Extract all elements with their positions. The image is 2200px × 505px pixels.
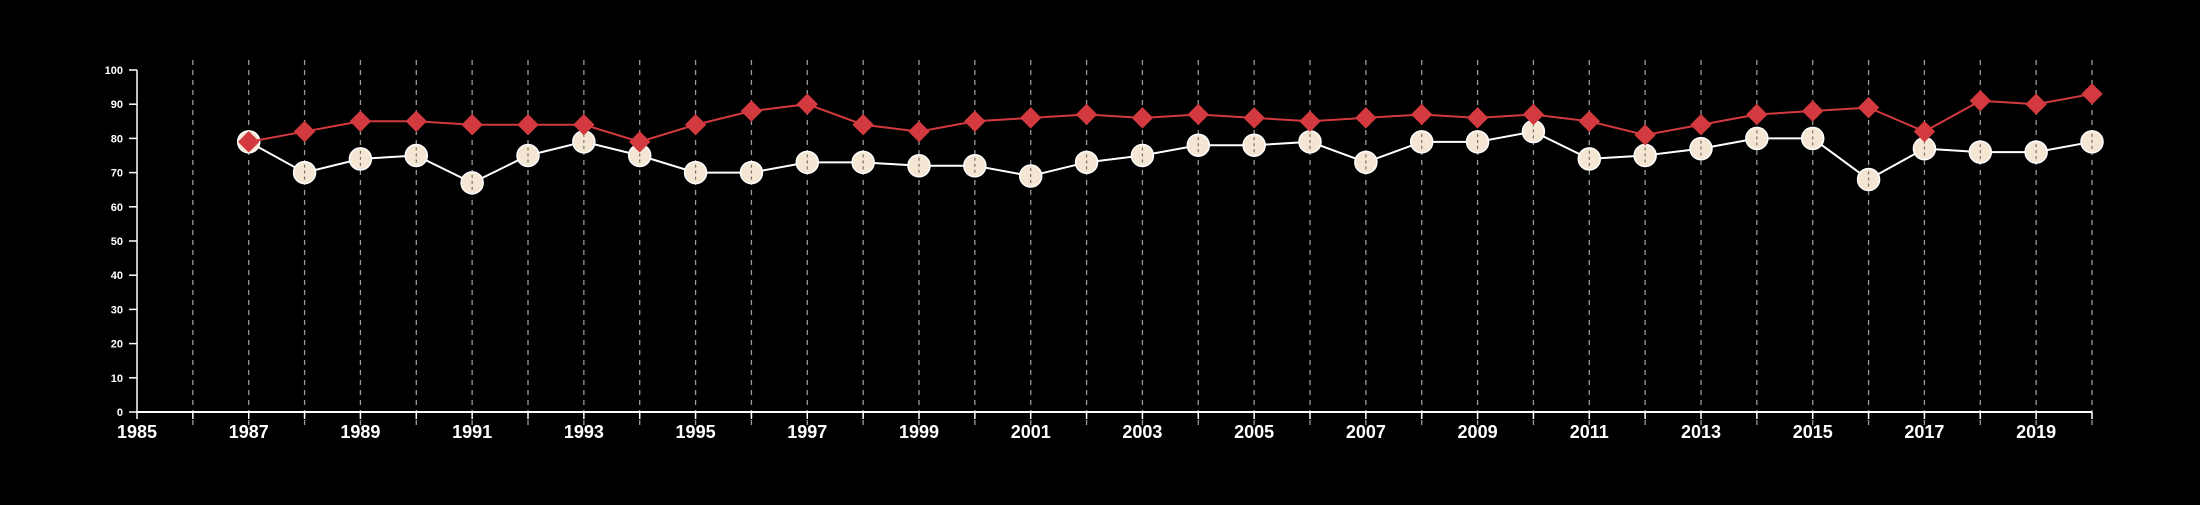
data-point-diamond <box>1578 110 1600 133</box>
x-tick-label: 2001 <box>1011 422 1051 442</box>
y-tick-label: 40 <box>111 270 123 282</box>
x-tick-label: 2007 <box>1346 422 1386 442</box>
data-point-diamond <box>1355 107 1377 129</box>
axes: 0 10 20 30 40 50 60 70 80 90 100 1985 1987 1989 1991 19… <box>105 65 2093 442</box>
data-point-diamond <box>1522 103 1545 126</box>
data-point-diamond <box>1969 90 1991 112</box>
x-tick-label: 1997 <box>787 422 827 442</box>
data-point-diamond <box>1187 103 1209 126</box>
x-tick-label: 2009 <box>1458 422 1498 442</box>
data-point-diamond <box>629 131 651 153</box>
y-tick-label: 80 <box>111 133 123 145</box>
data-point-diamond <box>293 120 316 143</box>
y-tick-label: 30 <box>111 304 123 316</box>
data-point-diamond <box>796 93 818 115</box>
data-point-diamond <box>1690 114 1712 136</box>
x-tick-label: 1989 <box>340 422 380 442</box>
data-point-diamond <box>2025 93 2047 115</box>
x-tick-label: 1999 <box>899 422 939 442</box>
x-tick-label: 1985 <box>117 422 157 442</box>
x-tick-label: 1993 <box>564 422 604 442</box>
x-tick-label: 2005 <box>1234 422 1274 442</box>
data-point-diamond <box>1634 124 1656 146</box>
x-tick-label: 2003 <box>1122 422 1162 442</box>
data-point-diamond <box>1746 103 1768 126</box>
x-tick-label: 2013 <box>1681 422 1721 442</box>
data-point-diamond <box>1243 107 1265 129</box>
y-tick-label: 100 <box>105 65 123 77</box>
data-point-diamond <box>852 114 874 136</box>
x-tick-label: 1991 <box>452 422 492 442</box>
data-point-diamond <box>573 114 595 136</box>
data-point-diamond <box>1131 107 1154 129</box>
data-point-diamond <box>1020 107 1042 129</box>
x-tick-label: 1995 <box>676 422 716 442</box>
y-tick-label: 50 <box>111 236 123 248</box>
data-point-diamond <box>964 110 986 133</box>
data-point-diamond <box>405 110 427 133</box>
x-tick-label: 2017 <box>1904 422 1944 442</box>
y-tick-label: 60 <box>111 202 123 214</box>
data-point-diamond <box>349 110 372 133</box>
data-point-diamond <box>1299 110 1321 133</box>
data-point-diamond <box>1075 103 1098 126</box>
data-point-diamond <box>2081 83 2103 105</box>
y-tick-label: 10 <box>111 373 123 385</box>
series-line-1 <box>248 92 2093 143</box>
y-tick-label: 0 <box>117 407 123 419</box>
x-tick-label: 2015 <box>1793 422 1833 442</box>
data-point-diamond <box>238 131 260 153</box>
series-line-0 <box>248 130 2093 184</box>
x-tick-label: 2019 <box>2016 422 2056 442</box>
x-tick-label: 1987 <box>229 422 269 442</box>
data-point-diamond <box>1857 96 1880 119</box>
data-point-diamond <box>1411 103 1433 126</box>
data-point-diamond <box>684 114 707 136</box>
data-point-diamond <box>1913 120 1936 143</box>
y-tick-label: 20 <box>111 339 123 351</box>
x-tick-label: 2011 <box>1570 422 1609 442</box>
data-point-diamond <box>1802 100 1824 122</box>
data-point-diamond <box>1466 107 1489 129</box>
y-tick-label: 70 <box>111 168 123 180</box>
data-point-diamond <box>461 114 483 136</box>
data-point-diamond <box>908 120 930 143</box>
y-tick-label: 90 <box>111 99 123 111</box>
series <box>236 83 2104 195</box>
data-point-diamond <box>740 100 763 122</box>
data-point-diamond <box>517 114 539 136</box>
